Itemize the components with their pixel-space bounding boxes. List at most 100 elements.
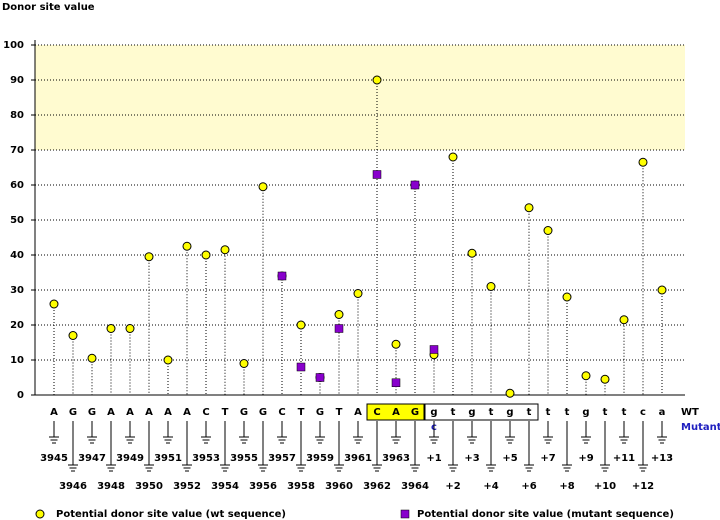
mutant-point xyxy=(315,373,325,382)
wt-point xyxy=(87,353,97,363)
wt-point xyxy=(372,75,382,85)
position-label: 3950 xyxy=(135,481,163,492)
base: t xyxy=(489,407,494,418)
position-label: 3953 xyxy=(192,453,220,464)
position-label: +4 xyxy=(483,481,498,492)
base: t xyxy=(451,407,456,418)
base: A xyxy=(107,407,115,418)
position-label: 3945 xyxy=(40,453,68,464)
position-label: +2 xyxy=(445,481,460,492)
position-label: 3960 xyxy=(325,481,353,492)
base: c xyxy=(640,407,646,418)
wt-point xyxy=(353,289,363,298)
base: g xyxy=(506,407,513,418)
y-tick-label: 50 xyxy=(10,215,24,226)
wt-point xyxy=(638,157,648,167)
position-label: 3949 xyxy=(116,453,144,464)
base: A xyxy=(354,407,362,418)
legend-label: Potential donor site value (mutant seque… xyxy=(417,509,674,520)
wt-point xyxy=(657,285,667,295)
wt-point xyxy=(619,315,629,325)
intron-box xyxy=(424,403,539,421)
base: A xyxy=(145,407,153,418)
position-label: 3958 xyxy=(287,481,315,492)
highlight-band xyxy=(35,45,685,150)
position-label: +1 xyxy=(426,453,441,464)
wt-point xyxy=(258,182,268,192)
y-tick-label: 90 xyxy=(10,75,24,86)
base: G xyxy=(259,407,267,418)
mutant-point xyxy=(429,345,439,354)
wt-point xyxy=(562,292,572,302)
wt-point xyxy=(201,250,211,260)
position-label: 3954 xyxy=(211,481,239,492)
wt-point xyxy=(296,320,306,330)
wt-point xyxy=(581,371,591,381)
wt-point xyxy=(334,310,344,319)
base: t xyxy=(527,407,532,418)
row-label: WT xyxy=(681,407,699,418)
mutant-point xyxy=(296,362,306,372)
position-label: +10 xyxy=(594,481,616,492)
base: C xyxy=(373,407,380,418)
position-label: 3963 xyxy=(382,453,410,464)
position-label: +6 xyxy=(521,481,536,492)
position-label: 3952 xyxy=(173,481,201,492)
position-label: 3959 xyxy=(306,453,334,464)
wt-point xyxy=(505,388,515,398)
y-axis-label: Donor site value xyxy=(2,2,95,13)
mutant-point xyxy=(391,378,401,387)
legend-marker xyxy=(400,509,410,519)
wt-point xyxy=(486,282,496,291)
mutant-point xyxy=(372,170,382,179)
wt-point xyxy=(182,241,192,251)
wt-point xyxy=(524,203,534,213)
wt-point xyxy=(163,355,173,365)
wt-point xyxy=(68,331,78,340)
wt-point xyxy=(49,299,59,309)
exon-box xyxy=(366,403,425,421)
position-label: 3956 xyxy=(249,481,277,492)
wt-point xyxy=(543,226,553,235)
wt-point xyxy=(239,359,249,368)
position-label: +3 xyxy=(464,453,479,464)
base: t xyxy=(622,407,627,418)
base: t xyxy=(603,407,608,418)
base: A xyxy=(126,407,134,418)
legend-label: Potential donor site value (wt sequence) xyxy=(56,509,286,520)
position-label: 3962 xyxy=(363,481,391,492)
base: G xyxy=(411,407,419,418)
wt-point xyxy=(467,248,477,258)
wt-point xyxy=(125,324,135,333)
base: C xyxy=(202,407,209,418)
base: G xyxy=(316,407,324,418)
y-tick-label: 60 xyxy=(10,180,24,191)
position-label: +12 xyxy=(632,481,654,492)
base: G xyxy=(240,407,248,418)
base: t xyxy=(546,407,551,418)
y-tick-label: 20 xyxy=(10,320,24,331)
legend-marker xyxy=(35,509,45,519)
position-label: 3955 xyxy=(230,453,258,464)
wt-point xyxy=(600,374,610,384)
position-label: 3957 xyxy=(268,453,296,464)
wt-point xyxy=(106,324,116,333)
wt-point xyxy=(220,245,230,255)
base: a xyxy=(659,407,666,418)
y-tick-label: 40 xyxy=(10,250,24,261)
position-label: 3964 xyxy=(401,481,429,492)
base: A xyxy=(50,407,58,418)
y-tick-label: 100 xyxy=(3,40,24,51)
position-label: 3946 xyxy=(59,481,87,492)
position-label: +9 xyxy=(578,453,593,464)
wt-point xyxy=(144,252,154,262)
base: g xyxy=(582,407,589,418)
base: T xyxy=(222,407,229,418)
position-label: +11 xyxy=(613,453,635,464)
y-tick-label: 80 xyxy=(10,110,24,121)
base: g xyxy=(430,407,437,418)
mutant-point xyxy=(410,180,420,190)
base: G xyxy=(69,407,77,418)
position-label: 3948 xyxy=(97,481,125,492)
